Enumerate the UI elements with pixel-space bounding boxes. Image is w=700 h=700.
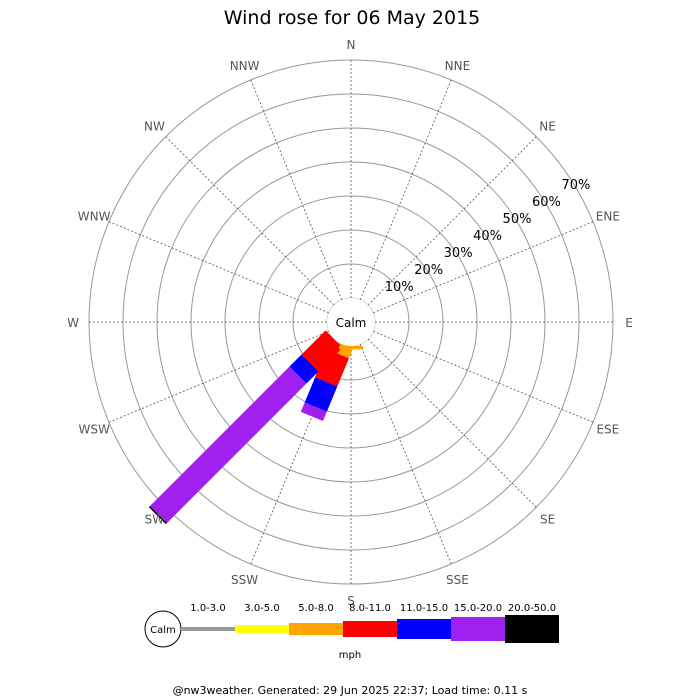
direction-label-wsw: WSW (78, 422, 109, 436)
ring-label-10: 10% (385, 280, 414, 295)
bar-s-bin-2 (339, 346, 363, 350)
legend-swatch-4 (397, 619, 451, 639)
calm-circle: Calm (327, 298, 375, 346)
legend-swatch-2 (289, 623, 343, 635)
direction-label-se: SE (540, 513, 555, 527)
direction-label-nne: NNE (445, 59, 471, 73)
direction-label-ese: ESE (596, 422, 619, 436)
legend-label-6: 20.0-50.0 (508, 603, 556, 614)
legend-swatch-3 (343, 621, 397, 637)
wind-bars (148, 330, 363, 525)
direction-label-ne: NE (539, 119, 556, 133)
ring-label-60: 60% (532, 195, 561, 210)
bar-sw-bin-3 (301, 330, 343, 372)
legend-label-5: 15.0-20.0 (454, 603, 502, 614)
legend-label-2: 5.0-8.0 (298, 603, 333, 614)
chart-title: Wind rose for 06 May 2015 (224, 7, 481, 29)
direction-labels: N NNE NE ENE E ESE SE SSE S SSW SW WSW W WNW NW NNW (67, 38, 633, 608)
footer-text: @nw3weather. Generated: 29 Jun 2025 22:3… (173, 684, 528, 697)
ring-label-20: 20% (414, 263, 443, 278)
direction-label-s: S (347, 594, 355, 608)
ring-labels: 10%20%30%40%50%60%70% (385, 178, 591, 295)
legend-label-1: 3.0-5.0 (244, 603, 279, 614)
ring-label-40: 40% (473, 229, 502, 244)
calm-label: Calm (336, 316, 367, 330)
legend-swatch-0 (181, 627, 235, 631)
direction-label-sw: SW (145, 513, 165, 527)
speed-legend: Calm mph 1.0-3.0 3.0-5.0 5.0-8.0 8.0-11.0 11… (144, 603, 559, 661)
bar-sw-bin-6 (148, 505, 168, 525)
direction-label-w: W (67, 316, 79, 330)
bar-sw-bin-5 (150, 366, 307, 523)
direction-label-n: N (347, 38, 356, 52)
direction-label-wnw: WNW (78, 210, 111, 224)
direction-label-sse: SSE (446, 573, 469, 587)
direction-label-ssw: SSW (231, 573, 258, 587)
direction-label-nnw: NNW (230, 59, 260, 73)
ring-label-70: 70% (561, 178, 590, 193)
ring-label-50: 50% (503, 212, 532, 227)
bar-sw-bin-4 (289, 354, 319, 384)
direction-label-nw: NW (144, 119, 165, 133)
legend-swatch-1 (235, 625, 289, 633)
direction-label-e: E (625, 316, 633, 330)
bar-ssw-bin-4 (304, 377, 338, 412)
legend-units: mph (339, 650, 361, 661)
legend-calm-label: Calm (150, 625, 176, 636)
bar-ssw-bin-5 (300, 402, 327, 422)
legend-label-0: 1.0-3.0 (190, 603, 225, 614)
ring-label-30: 30% (444, 246, 473, 261)
legend-label-4: 11.0-15.0 (400, 603, 448, 614)
legend-swatch-6 (505, 615, 559, 643)
legend-label-3: 8.0-11.0 (349, 603, 391, 614)
legend-swatch-5 (451, 617, 505, 641)
direction-label-ene: ENE (596, 210, 620, 224)
